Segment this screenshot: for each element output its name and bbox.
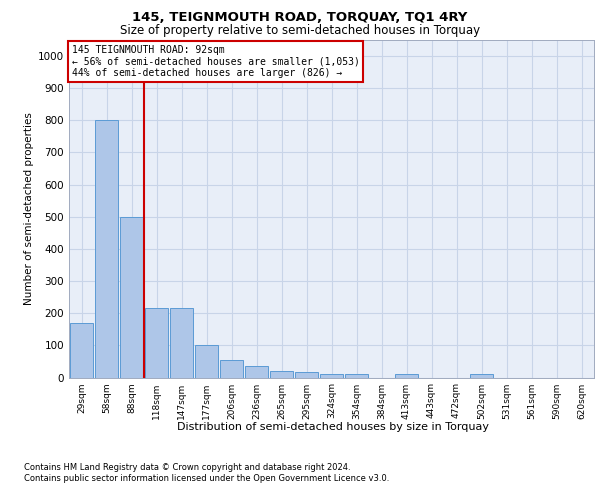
Text: 145 TEIGNMOUTH ROAD: 92sqm
← 56% of semi-detached houses are smaller (1,053)
44%: 145 TEIGNMOUTH ROAD: 92sqm ← 56% of semi… [71,45,359,78]
Bar [320,374,343,378]
Bar [395,374,418,378]
Text: 145, TEIGNMOUTH ROAD, TORQUAY, TQ1 4RY: 145, TEIGNMOUTH ROAD, TORQUAY, TQ1 4RY [133,11,467,24]
Bar [145,308,168,378]
Bar [170,308,193,378]
Bar [195,346,218,378]
Text: Distribution of semi-detached houses by size in Torquay: Distribution of semi-detached houses by … [177,422,489,432]
Bar [245,366,268,378]
Bar [470,374,493,378]
Bar [295,372,318,378]
Bar [270,371,293,378]
Text: Contains HM Land Registry data © Crown copyright and database right 2024.: Contains HM Land Registry data © Crown c… [24,462,350,471]
Y-axis label: Number of semi-detached properties: Number of semi-detached properties [24,112,34,305]
Text: Size of property relative to semi-detached houses in Torquay: Size of property relative to semi-detach… [120,24,480,37]
Bar [120,217,143,378]
Bar [345,374,368,378]
Text: Contains public sector information licensed under the Open Government Licence v3: Contains public sector information licen… [24,474,389,483]
Bar [95,120,118,378]
Bar [220,360,243,378]
Bar [70,323,93,378]
